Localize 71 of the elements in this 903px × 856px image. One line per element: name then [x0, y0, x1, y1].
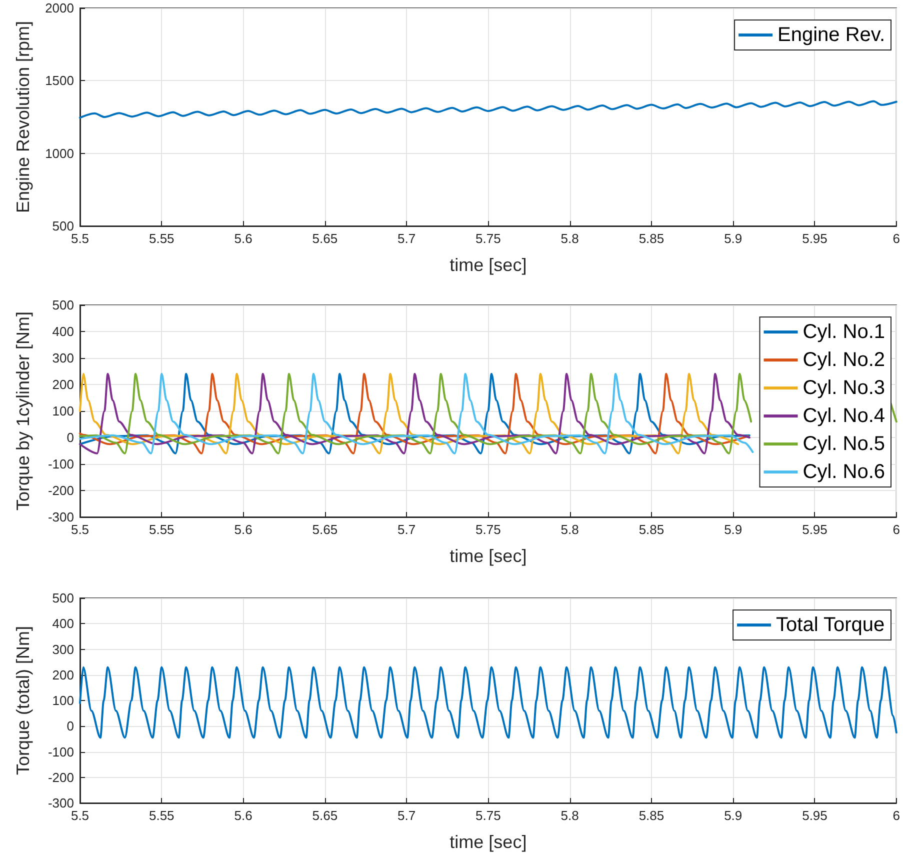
x-tick-label: 5.65 [312, 522, 338, 537]
y-tick-label: 2000 [45, 0, 74, 16]
x-tick-label: 6 [892, 808, 900, 823]
y-tick-label: 100 [52, 693, 74, 708]
x-tick-label: 5.65 [312, 808, 338, 823]
legend-label: Cyl. No.5 [802, 433, 886, 455]
x-tick-label: 5.7 [398, 522, 416, 537]
y-tick-label: 300 [52, 350, 74, 366]
y-tick-label: 100 [52, 404, 74, 418]
legend-label: Cyl. No.1 [802, 321, 886, 343]
legend-label: Total Torque [776, 614, 885, 636]
x-tick-label: 5.65 [312, 231, 338, 246]
y-tick-label: 0 [66, 430, 74, 445]
y-tick-label: -100 [48, 744, 74, 760]
x-tick-label: 5.5 [70, 231, 90, 246]
y-axis-title: Torque (total) [Nm] [13, 626, 33, 776]
x-tick-label: 5.55 [148, 231, 174, 246]
x-tick-label: 5.8 [560, 231, 579, 246]
x-tick-label: 6 [892, 522, 900, 537]
y-tick-label: 300 [52, 642, 74, 657]
y-tick-label: 1000 [45, 146, 74, 161]
x-tick-label: 5.7 [398, 808, 416, 823]
y-tick-label: 200 [52, 377, 74, 392]
y-tick-label: 500 [52, 218, 74, 234]
x-tick-label: 5.9 [724, 522, 742, 537]
legend-label: Cyl. No.2 [802, 349, 886, 371]
x-tick-label: 5.7 [398, 231, 416, 246]
x-axis-title: time [sec] [450, 255, 527, 275]
legend-label: Cyl. No.3 [802, 377, 886, 399]
x-tick-label: 5.55 [148, 522, 174, 537]
x-tick-label: 5.9 [724, 231, 742, 246]
x-tick-label: 5.9 [724, 808, 742, 823]
legend-label: Cyl. No.6 [802, 461, 886, 483]
y-tick-label: 1500 [45, 73, 74, 88]
x-tick-label: 5.95 [802, 808, 828, 823]
x-tick-label: 5.95 [802, 522, 828, 537]
x-tick-label: 5.85 [638, 808, 664, 823]
x-tick-label: 5.85 [638, 522, 664, 537]
y-tick-label: -300 [48, 510, 74, 524]
x-axis-title: time [sec] [450, 546, 527, 566]
y-tick-label: 500 [52, 590, 74, 606]
x-tick-label: 5.6 [234, 231, 252, 246]
legend-label: Cyl. No.4 [802, 405, 886, 427]
y-tick-label: -300 [48, 796, 74, 810]
y-tick-label: 400 [52, 616, 74, 632]
x-tick-label: 5.6 [234, 808, 252, 823]
x-tick-label: 5.6 [234, 522, 252, 537]
y-axis-title: Torque by 1cylinder [Nm] [13, 311, 33, 511]
x-tick-label: 5.5 [70, 522, 90, 537]
x-tick-label: 5.95 [802, 231, 828, 246]
x-tick-label: 5.75 [476, 231, 501, 246]
x-tick-label: 5.75 [476, 808, 501, 823]
x-tick-label: 5.8 [560, 808, 579, 823]
y-tick-label: -200 [48, 483, 74, 498]
y-tick-label: 400 [52, 324, 74, 339]
y-tick-label: 0 [66, 718, 74, 734]
y-axis-title: Engine Revolution [rpm] [13, 20, 33, 214]
x-tick-label: 5.8 [560, 522, 579, 537]
line-series [79, 666, 898, 739]
legend-label: Engine Rev. [778, 24, 886, 46]
y-tick-label: -200 [48, 770, 74, 785]
y-tick-label: 200 [52, 667, 74, 682]
x-tick-label: 6 [892, 231, 900, 246]
x-tick-label: 5.55 [148, 808, 174, 823]
line-series [79, 100, 898, 119]
x-tick-label: 5.85 [638, 231, 664, 246]
x-tick-label: 5.75 [476, 522, 501, 537]
x-axis-title: time [sec] [450, 832, 527, 852]
y-tick-label: -100 [48, 456, 74, 472]
x-tick-label: 5.5 [70, 808, 90, 823]
y-tick-label: 500 [52, 298, 74, 312]
